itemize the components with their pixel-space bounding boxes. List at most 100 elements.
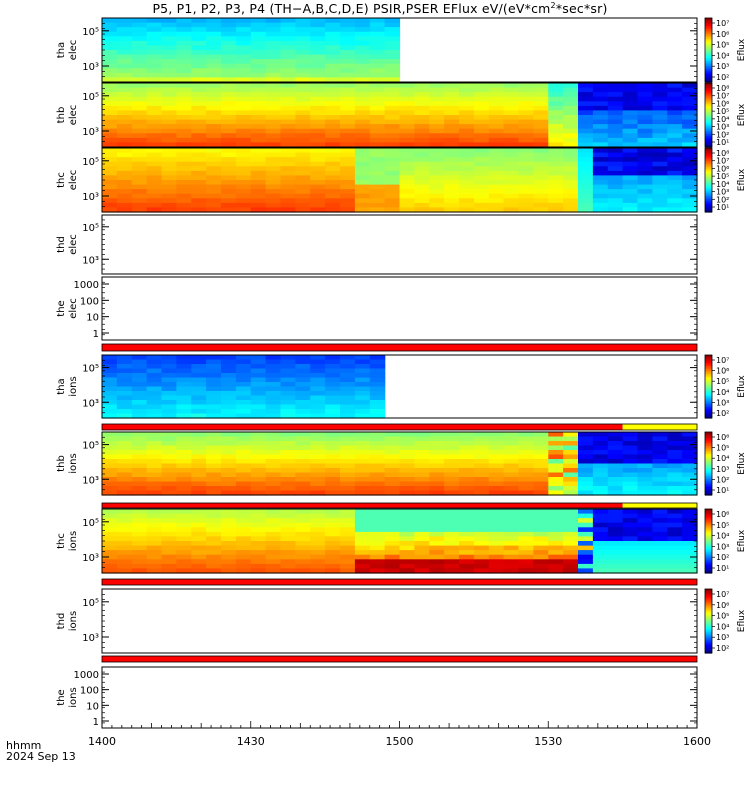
spectrogram-cell — [325, 450, 341, 456]
spectrogram-cell — [429, 513, 445, 519]
spectrogram-cell — [667, 96, 683, 102]
colorbar-cell — [705, 134, 712, 137]
spectrogram-cell — [682, 450, 698, 456]
spectrogram-cell — [131, 554, 148, 560]
spectrogram-cell — [310, 50, 326, 56]
spectrogram-cell — [131, 128, 148, 134]
spectrogram-cell — [533, 568, 549, 574]
colorbar-cell — [705, 165, 712, 168]
spectrogram-cell — [295, 364, 311, 370]
spectrogram-cell — [310, 481, 326, 487]
spectrogram-cell — [206, 395, 222, 401]
colorbar-cell — [705, 168, 712, 171]
spectrogram-cell — [265, 368, 282, 374]
spectrogram-cell — [221, 559, 237, 565]
spectrogram-cell — [340, 207, 356, 213]
spectrogram-cell — [102, 382, 118, 388]
spectrogram-cell — [592, 490, 609, 496]
spectrogram-cell — [325, 54, 341, 60]
spectrogram-cell — [667, 450, 683, 456]
spectrogram-cell — [310, 409, 326, 415]
spectrogram-cell — [102, 22, 118, 28]
spectrogram-cell — [340, 184, 356, 190]
spectrogram-cell — [459, 128, 475, 134]
spectrogram-cell — [384, 68, 401, 74]
colorbar-tick-label: 10³ — [716, 542, 729, 551]
spectrogram-cell — [503, 92, 520, 98]
spectrogram-cell — [131, 432, 148, 438]
colorbar-cell — [705, 641, 712, 644]
colorbar-frame — [704, 508, 713, 574]
spectrogram-cell — [414, 193, 430, 199]
spectrogram-cell — [607, 459, 624, 465]
spectrogram-cell — [384, 31, 401, 37]
spectrogram-cell — [444, 559, 460, 565]
spectrogram-cell — [578, 184, 594, 190]
spectrogram-cell — [310, 518, 326, 524]
spectrogram-cell — [533, 119, 549, 125]
spectrogram-cell — [548, 105, 564, 112]
spectrogram-cell — [369, 83, 386, 89]
spectrogram-cell — [116, 413, 133, 419]
quality-flag-frame — [101, 578, 698, 586]
colorbar-cell — [705, 413, 712, 416]
spectrogram-cell — [384, 541, 401, 547]
spectrogram-cell — [488, 170, 505, 177]
spectrogram-cell — [652, 436, 668, 442]
spectrogram-cell — [161, 541, 177, 547]
spectrogram-cell — [280, 83, 296, 89]
colorbar-cell — [705, 66, 712, 69]
spectrogram-cell — [325, 355, 341, 361]
spectrogram-cell — [221, 522, 237, 528]
spectrogram-cell — [503, 432, 520, 438]
colorbar-cell — [705, 613, 712, 616]
spectrogram-cell — [310, 193, 326, 199]
spectrogram-cell — [340, 72, 356, 79]
spectrogram-cell — [444, 477, 460, 483]
spectrogram-cell — [206, 481, 222, 487]
spectrogram-cell — [429, 531, 445, 538]
spectrogram-cell — [221, 50, 237, 56]
spectrogram-cell — [622, 545, 639, 551]
spectrogram-cell — [161, 54, 177, 60]
spectrogram-cell — [176, 45, 192, 51]
spectrogram-cell — [325, 27, 341, 33]
colorbar-cell — [705, 45, 712, 48]
spectrogram-cell — [503, 463, 520, 469]
spectrogram-cell — [250, 36, 267, 42]
spectrogram-cell — [488, 202, 505, 209]
spectrogram-cell — [548, 459, 564, 465]
spectrogram-cell — [354, 404, 371, 410]
spectrogram-cell — [518, 518, 534, 524]
spectrogram-cell — [533, 554, 549, 560]
spectrogram-cell — [399, 115, 415, 121]
spectrogram-cell — [399, 152, 415, 158]
spectrogram-cell — [131, 468, 148, 474]
spectrogram-cell — [250, 27, 267, 33]
colorbar-tick-label: 10⁸ — [716, 149, 729, 158]
spectrogram-cell — [116, 359, 133, 365]
spectrogram-cell — [563, 531, 579, 538]
spectrogram-cell — [295, 513, 311, 519]
spectrogram-cell — [444, 450, 460, 456]
spectrogram-cell — [488, 148, 505, 154]
spectrogram-cell — [384, 509, 401, 515]
spectrogram-cell — [503, 509, 520, 515]
spectrogram-cell — [473, 166, 490, 172]
spectrogram-cell — [563, 193, 579, 199]
spectrogram-cell — [176, 148, 192, 154]
spectrogram-cell — [473, 198, 490, 204]
spectrogram-cell — [503, 550, 520, 556]
spectrogram-cell — [310, 18, 326, 24]
spectrogram-cell — [206, 391, 222, 397]
spectrogram-cell — [280, 355, 296, 361]
spectrogram-cell — [191, 202, 207, 209]
spectrogram-cell — [325, 563, 341, 570]
spectrogram-cell — [176, 96, 192, 102]
spectrogram-cell — [221, 563, 237, 570]
spectrogram-cell — [235, 377, 252, 383]
spectrogram-cell — [340, 18, 356, 24]
spectrogram-cell — [369, 550, 386, 556]
colorbar-tick-label: 10² — [716, 553, 729, 562]
colorbar-cell — [705, 523, 712, 526]
